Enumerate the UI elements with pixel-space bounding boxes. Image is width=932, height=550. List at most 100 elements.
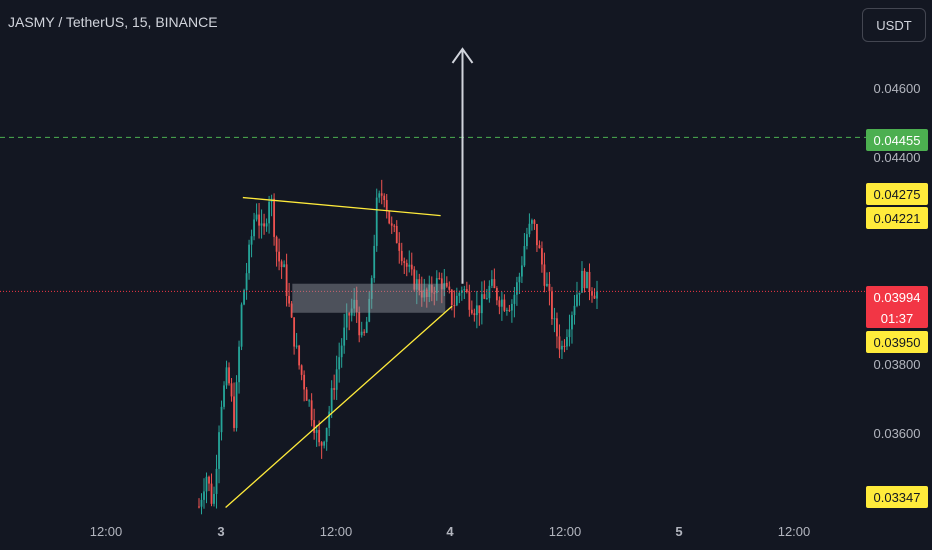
candle-body (363, 332, 365, 333)
candle-body (483, 294, 485, 299)
candle-body (348, 313, 350, 316)
price-tag-label: 0.03347 (874, 490, 921, 505)
candle (586, 272, 588, 289)
price-tag-target: 0.04455 (866, 129, 928, 151)
candle-body (251, 236, 253, 244)
candle-body (321, 442, 323, 445)
candle-body (273, 199, 275, 237)
candle (241, 302, 243, 350)
candle-body (473, 313, 475, 315)
candle-body (383, 196, 385, 200)
candle-body (498, 300, 500, 306)
candle-body (446, 283, 448, 287)
candle-body (296, 346, 298, 347)
candle-body (313, 420, 315, 433)
price-tag-level: 0.03347 (866, 486, 928, 508)
candle-body (411, 265, 413, 270)
candle-body (448, 287, 450, 290)
candle-body (213, 494, 215, 504)
candle-body (198, 507, 200, 508)
candle-body (276, 237, 278, 252)
candle-body (283, 264, 285, 267)
candle (223, 381, 225, 409)
candle-body (559, 336, 561, 349)
candle-body (519, 277, 521, 283)
candle (376, 189, 378, 252)
candle-body (238, 347, 240, 383)
candle-body (584, 271, 586, 288)
candle-body (539, 245, 541, 248)
candle-body (331, 388, 333, 411)
candle-body (293, 317, 295, 346)
candle-body (201, 500, 203, 507)
candle-body (503, 300, 505, 311)
candle-body (336, 369, 338, 390)
candle-body (564, 346, 566, 347)
y-tick-label: 0.04400 (874, 150, 921, 165)
candle-body (541, 248, 543, 264)
candle-body (488, 286, 490, 298)
price-tag-level: 0.03950 (866, 331, 928, 353)
candle-body (206, 477, 208, 492)
candle-body (211, 484, 213, 504)
candle-body (581, 271, 583, 293)
candle-body (511, 304, 513, 311)
candle (236, 375, 238, 431)
candle-body (241, 305, 243, 347)
candle-body (358, 312, 360, 335)
price-tag-level: 0.04221 (866, 207, 928, 229)
candle-body (246, 273, 248, 290)
candle-body (223, 385, 225, 406)
currency-button[interactable]: USDT (862, 8, 926, 42)
candle-body (491, 279, 493, 286)
candle-body (544, 264, 546, 285)
candle-body (258, 215, 260, 226)
candle-body (373, 246, 375, 278)
price-tag-label: 0.04221 (874, 211, 921, 226)
candle-body (233, 396, 235, 428)
candle-body (506, 310, 508, 311)
candle-body (466, 289, 468, 292)
candle-body (531, 220, 533, 224)
y-tick-label: 0.03800 (874, 357, 921, 372)
candle-body (388, 211, 390, 224)
candle-body (261, 223, 263, 225)
price-tag-label: 0.04455 (874, 133, 921, 148)
candle-body (311, 400, 313, 420)
candle-body (346, 313, 348, 328)
candle-body (408, 265, 410, 267)
candle-body (398, 243, 400, 251)
price-tag-label: 0.04275 (874, 187, 921, 202)
candle-body (391, 223, 393, 225)
candle-body (338, 357, 340, 369)
candle-body (576, 295, 578, 306)
x-tick-label: 12:00 (778, 524, 811, 539)
candle (291, 301, 293, 318)
candle-body (308, 400, 310, 401)
candle-body (326, 428, 328, 442)
candle-body (586, 272, 588, 288)
candle-body (298, 346, 300, 366)
candle-body (524, 246, 526, 265)
candle-body (486, 298, 488, 299)
price-tag-countdown: 01:37 (881, 311, 914, 326)
candle-body (549, 284, 551, 291)
candle-body (589, 272, 591, 291)
candle-body (248, 245, 250, 274)
candle-body (396, 226, 398, 243)
candle-body (386, 200, 388, 211)
candle-body (529, 224, 531, 234)
candle-body (278, 252, 280, 262)
x-tick-label: 12:00 (90, 524, 123, 539)
candle-body (268, 202, 270, 223)
candle-body (243, 290, 245, 304)
candle-body (323, 442, 325, 446)
candle-body (551, 291, 553, 319)
candle-body (569, 329, 571, 337)
candle-body (496, 288, 498, 300)
candle-body (501, 300, 503, 307)
candle-body (216, 469, 218, 494)
candle-body (366, 322, 368, 333)
